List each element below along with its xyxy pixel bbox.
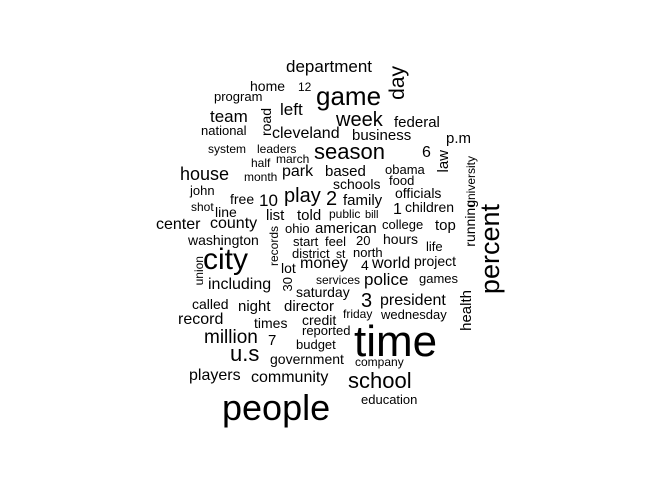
word-life: life bbox=[426, 239, 443, 254]
word-system: system bbox=[208, 142, 247, 156]
word-start: start bbox=[293, 234, 319, 249]
word-officials: officials bbox=[395, 185, 442, 201]
word-wednesday: wednesday bbox=[381, 307, 447, 322]
word-2: 2 bbox=[326, 188, 338, 210]
word-house: house bbox=[180, 164, 230, 184]
word-police: police bbox=[364, 270, 409, 289]
word-schools: schools bbox=[333, 176, 381, 192]
word-30: 30 bbox=[280, 277, 295, 292]
word-city: city bbox=[203, 243, 248, 276]
word-million: million bbox=[204, 327, 258, 348]
word-left: left bbox=[280, 100, 303, 119]
word-credit: credit bbox=[302, 312, 337, 328]
word-education: education bbox=[361, 392, 418, 407]
word-record: record bbox=[178, 311, 224, 328]
word-top: top bbox=[435, 217, 456, 234]
word-times: times bbox=[254, 315, 288, 331]
word-road: road bbox=[258, 108, 274, 137]
word-12: 12 bbox=[298, 80, 312, 94]
word-3: 3 bbox=[361, 290, 373, 312]
word-told: told bbox=[297, 207, 322, 224]
word-budget: budget bbox=[296, 337, 336, 352]
word-company: company bbox=[355, 355, 404, 369]
word-north: north bbox=[353, 245, 383, 260]
word-american: american bbox=[315, 220, 377, 237]
word-park: park bbox=[282, 163, 314, 180]
word-game: game bbox=[316, 81, 382, 111]
word-school: school bbox=[348, 368, 412, 393]
word-department: department bbox=[286, 57, 372, 76]
word-percent: percent bbox=[475, 204, 505, 295]
word-lot: lot bbox=[281, 260, 296, 276]
word-college: college bbox=[382, 217, 424, 232]
word-records: records bbox=[267, 226, 281, 267]
word-7: 7 bbox=[268, 332, 277, 349]
word-play: play bbox=[284, 185, 321, 207]
word-food: food bbox=[389, 173, 415, 188]
word-john: john bbox=[190, 183, 215, 198]
word-people: people bbox=[222, 387, 331, 428]
word-players: players bbox=[189, 367, 241, 384]
word-4: 4 bbox=[361, 257, 369, 273]
word-day: day bbox=[386, 66, 409, 100]
word-bill: bill bbox=[365, 209, 379, 221]
word-family: family bbox=[343, 192, 383, 209]
word-money: money bbox=[300, 255, 349, 272]
word-washington: washington bbox=[188, 232, 259, 248]
word-services: services bbox=[316, 273, 361, 287]
word-program: program bbox=[214, 89, 263, 104]
word-feel: feel bbox=[325, 234, 346, 249]
word-games: games bbox=[419, 271, 459, 286]
word-half: half bbox=[251, 156, 271, 170]
word-district: district bbox=[292, 246, 330, 261]
word-national: national bbox=[201, 123, 247, 138]
word-president: president bbox=[380, 292, 446, 309]
word-saturday: saturday bbox=[296, 284, 350, 300]
word-public: public bbox=[329, 207, 361, 221]
word-1: 1 bbox=[393, 201, 402, 218]
word-called: called bbox=[192, 296, 229, 312]
word-based: based bbox=[325, 163, 366, 180]
word-hours: hours bbox=[383, 231, 419, 247]
word-pm: p.m bbox=[446, 130, 472, 147]
word-10: 10 bbox=[259, 191, 278, 210]
word-reported: reported bbox=[302, 323, 351, 338]
word-health: health bbox=[458, 290, 475, 331]
word-county: county bbox=[210, 215, 258, 232]
word-project: project bbox=[414, 253, 457, 269]
word-list: list bbox=[266, 207, 285, 224]
word-6: 6 bbox=[422, 144, 431, 161]
word-line: line bbox=[215, 204, 237, 220]
word-home: home bbox=[250, 78, 286, 94]
word-team: team bbox=[210, 107, 248, 126]
word-march: march bbox=[276, 152, 310, 166]
word-week: week bbox=[336, 109, 383, 131]
word-community: community bbox=[251, 369, 329, 386]
word-season: season bbox=[314, 139, 385, 164]
word-st: st bbox=[336, 247, 346, 261]
word-night: night bbox=[238, 298, 271, 315]
word-shot: shot bbox=[191, 200, 214, 214]
word-world: world bbox=[372, 255, 411, 272]
word-center: center bbox=[156, 216, 201, 233]
word-union: union bbox=[192, 256, 206, 286]
word-time: time bbox=[354, 317, 438, 366]
word-law: law bbox=[435, 150, 452, 173]
word-federal: federal bbox=[394, 114, 440, 131]
word-director: director bbox=[284, 298, 335, 315]
word-including: including bbox=[208, 276, 272, 293]
word-children: children bbox=[405, 199, 455, 215]
word-obama: obama bbox=[385, 162, 425, 177]
word-free: free bbox=[230, 191, 255, 207]
word-cleveland: cleveland bbox=[272, 125, 340, 142]
word-us: u.s bbox=[230, 341, 260, 366]
word-friday: friday bbox=[343, 307, 373, 321]
word-ohio: ohio bbox=[285, 221, 310, 236]
word-20: 20 bbox=[356, 233, 371, 248]
word-government: government bbox=[270, 351, 344, 367]
word-month: month bbox=[244, 170, 278, 184]
word-business: business bbox=[352, 127, 412, 144]
word-leaders: leaders bbox=[257, 142, 297, 156]
